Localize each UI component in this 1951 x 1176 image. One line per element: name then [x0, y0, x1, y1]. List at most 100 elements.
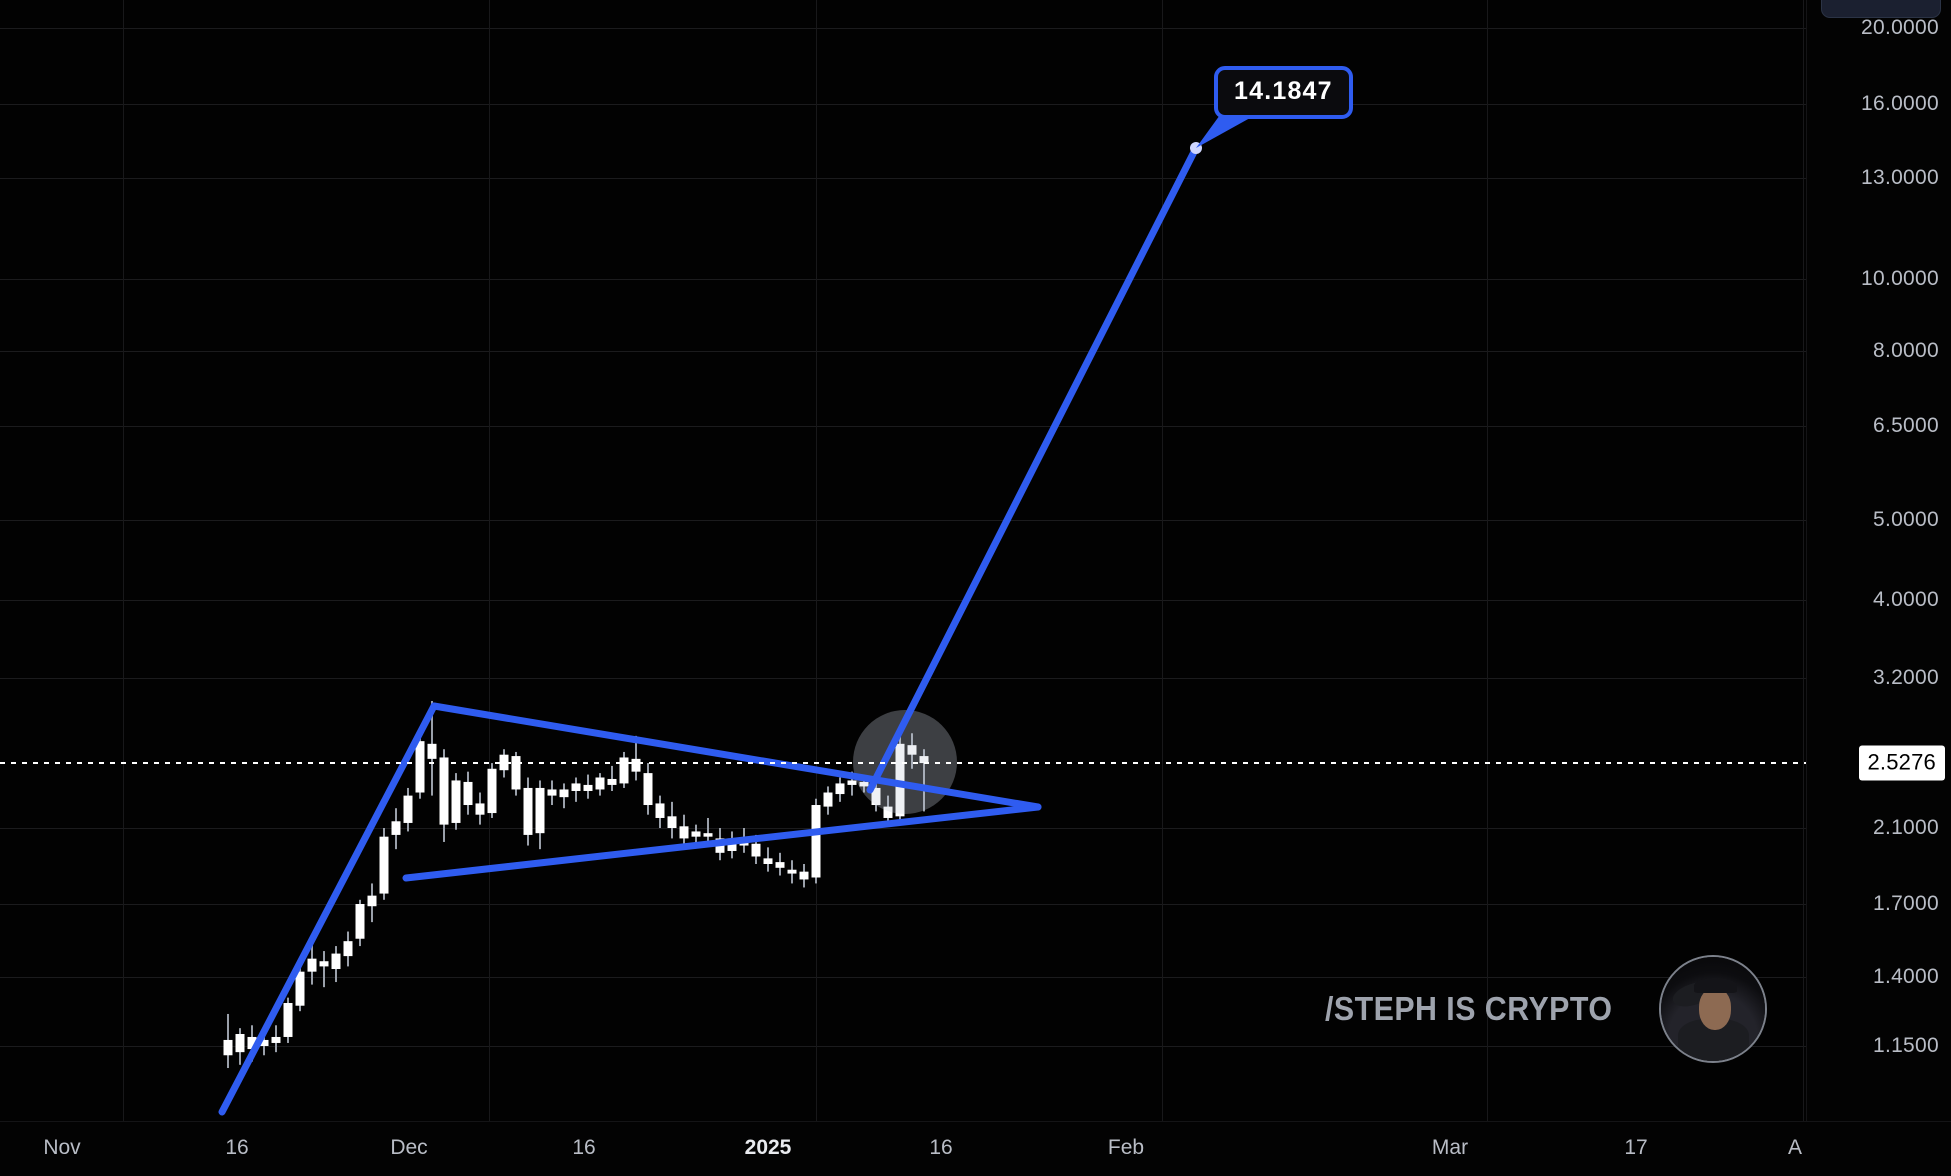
- candlestick: [655, 795, 665, 828]
- price-target-callout[interactable]: 14.1847: [1214, 66, 1353, 119]
- price-axis-tick: 16.0000: [1860, 92, 1939, 115]
- avatar-photo: [1659, 955, 1768, 1063]
- gridline-h: [0, 351, 1807, 352]
- price-axis-tick: 5.0000: [1872, 508, 1939, 531]
- gridline-h: [0, 279, 1807, 280]
- gridline-h: [0, 678, 1807, 679]
- candlestick: [439, 749, 449, 842]
- candlestick: [835, 777, 845, 802]
- candlestick: [367, 883, 377, 923]
- current-price-value: 2.5276: [1867, 749, 1936, 775]
- gridline-h: [0, 904, 1807, 905]
- gridline-h: [0, 977, 1807, 978]
- candlestick: [919, 749, 929, 812]
- candlestick: [415, 735, 425, 799]
- candlestick: [811, 798, 821, 884]
- candlestick: [463, 771, 473, 815]
- candlestick: [667, 801, 677, 839]
- candlestick: [475, 792, 485, 825]
- gridline-v: [1162, 0, 1163, 1122]
- candlestick: [787, 860, 797, 884]
- gridline-v: [1487, 0, 1488, 1122]
- price-axis-tick: 1.1500: [1872, 1034, 1939, 1057]
- candlestick: [775, 852, 785, 876]
- candlestick: [799, 863, 809, 888]
- candlestick: [763, 847, 773, 872]
- candlestick: [895, 735, 905, 825]
- candlestick: [355, 899, 365, 947]
- gridline-h: [0, 28, 1807, 29]
- price-axis-tick: 10.0000: [1860, 267, 1939, 290]
- candlestick: [391, 808, 401, 850]
- candlestick: [547, 780, 557, 806]
- rising-support-trendline[interactable]: [218, 702, 438, 1116]
- time-axis-tick: A: [1787, 1136, 1803, 1159]
- candlestick: [223, 1013, 233, 1069]
- candlestick: [583, 774, 593, 799]
- price-axis-tick: 1.7000: [1872, 892, 1939, 915]
- gridline-v: [123, 0, 124, 1122]
- price-axis-tick: 1.4000: [1872, 965, 1939, 988]
- candlestick: [487, 763, 497, 818]
- candlestick: [571, 777, 581, 802]
- price-axis-tick: 2.1000: [1872, 816, 1939, 839]
- channel-watermark: /STEPH IS CRYPTO: [1325, 955, 1768, 1063]
- gridline-h: [0, 1046, 1807, 1047]
- time-axis-tick: Feb: [1107, 1136, 1145, 1159]
- candlestick: [511, 751, 521, 796]
- current-price-line: [0, 762, 1807, 764]
- price-axis-tick: 3.2000: [1872, 666, 1939, 689]
- triangle-lower-trendline[interactable]: [402, 803, 1042, 882]
- price-axis-tick: 13.0000: [1860, 166, 1939, 189]
- candlestick: [403, 787, 413, 832]
- candlestick: [703, 817, 713, 842]
- price-axis-tick: 6.5000: [1872, 414, 1939, 437]
- candlestick: [823, 786, 833, 815]
- candlestick: [535, 780, 545, 850]
- candlestick: [331, 946, 341, 983]
- current-price-tag[interactable]: 2.5276: [1858, 745, 1945, 781]
- gridline-v: [489, 0, 490, 1122]
- candlestick: [295, 966, 305, 1012]
- gridline-v: [816, 0, 817, 1122]
- candlestick: [643, 763, 653, 815]
- gridline-h: [0, 520, 1807, 521]
- chart-gridlines: [0, 0, 1807, 1122]
- gridline-v: [1803, 0, 1804, 1122]
- price-axis-tick: 8.0000: [1872, 339, 1939, 362]
- time-axis-tick: Dec: [390, 1136, 428, 1159]
- gridline-h: [0, 178, 1807, 179]
- chart-plot-area[interactable]: 14.1847 /STEPH IS CRYPTO: [0, 0, 1807, 1122]
- triangle-upper-trendline[interactable]: [430, 702, 1042, 811]
- gridline-h: [0, 104, 1807, 105]
- candlestick: [607, 765, 617, 791]
- price-axis-tick: 20.0000: [1860, 16, 1939, 39]
- candlestick: [235, 1028, 245, 1065]
- gridline-h: [0, 426, 1807, 427]
- candlestick: [883, 795, 893, 825]
- axis-top-chip[interactable]: [1821, 0, 1941, 18]
- time-axis-tick: 2025: [744, 1136, 792, 1159]
- projection-arrow[interactable]: [866, 144, 1200, 794]
- candlestick: [343, 931, 353, 967]
- candlestick: [523, 777, 533, 846]
- time-axis-tick: Nov: [43, 1136, 81, 1159]
- candlestick: [451, 773, 461, 830]
- time-axis-tick: Mar: [1431, 1136, 1469, 1159]
- price-axis[interactable]: 20.0000 16.0000 13.0000 10.0000 8.0000 6.5000…: [1806, 0, 1951, 1122]
- candlestick: [319, 951, 329, 988]
- gridline-h: [0, 828, 1807, 829]
- time-axis-tick: 17: [1624, 1136, 1648, 1159]
- price-axis-tick: 4.0000: [1872, 588, 1939, 611]
- time-axis-tick: 16: [225, 1136, 249, 1159]
- gridline-h: [0, 600, 1807, 601]
- candlestick: [379, 828, 389, 900]
- candlestick: [283, 997, 293, 1043]
- time-axis-tick: 16: [929, 1136, 953, 1159]
- price-target-value: 14.1847: [1234, 77, 1333, 105]
- time-axis[interactable]: Nov 16 Dec 16 2025 16 Feb Mar 17 A: [0, 1121, 1951, 1176]
- candlestick: [559, 783, 569, 809]
- candlestick: [271, 1025, 281, 1053]
- time-axis-tick: 16: [572, 1136, 596, 1159]
